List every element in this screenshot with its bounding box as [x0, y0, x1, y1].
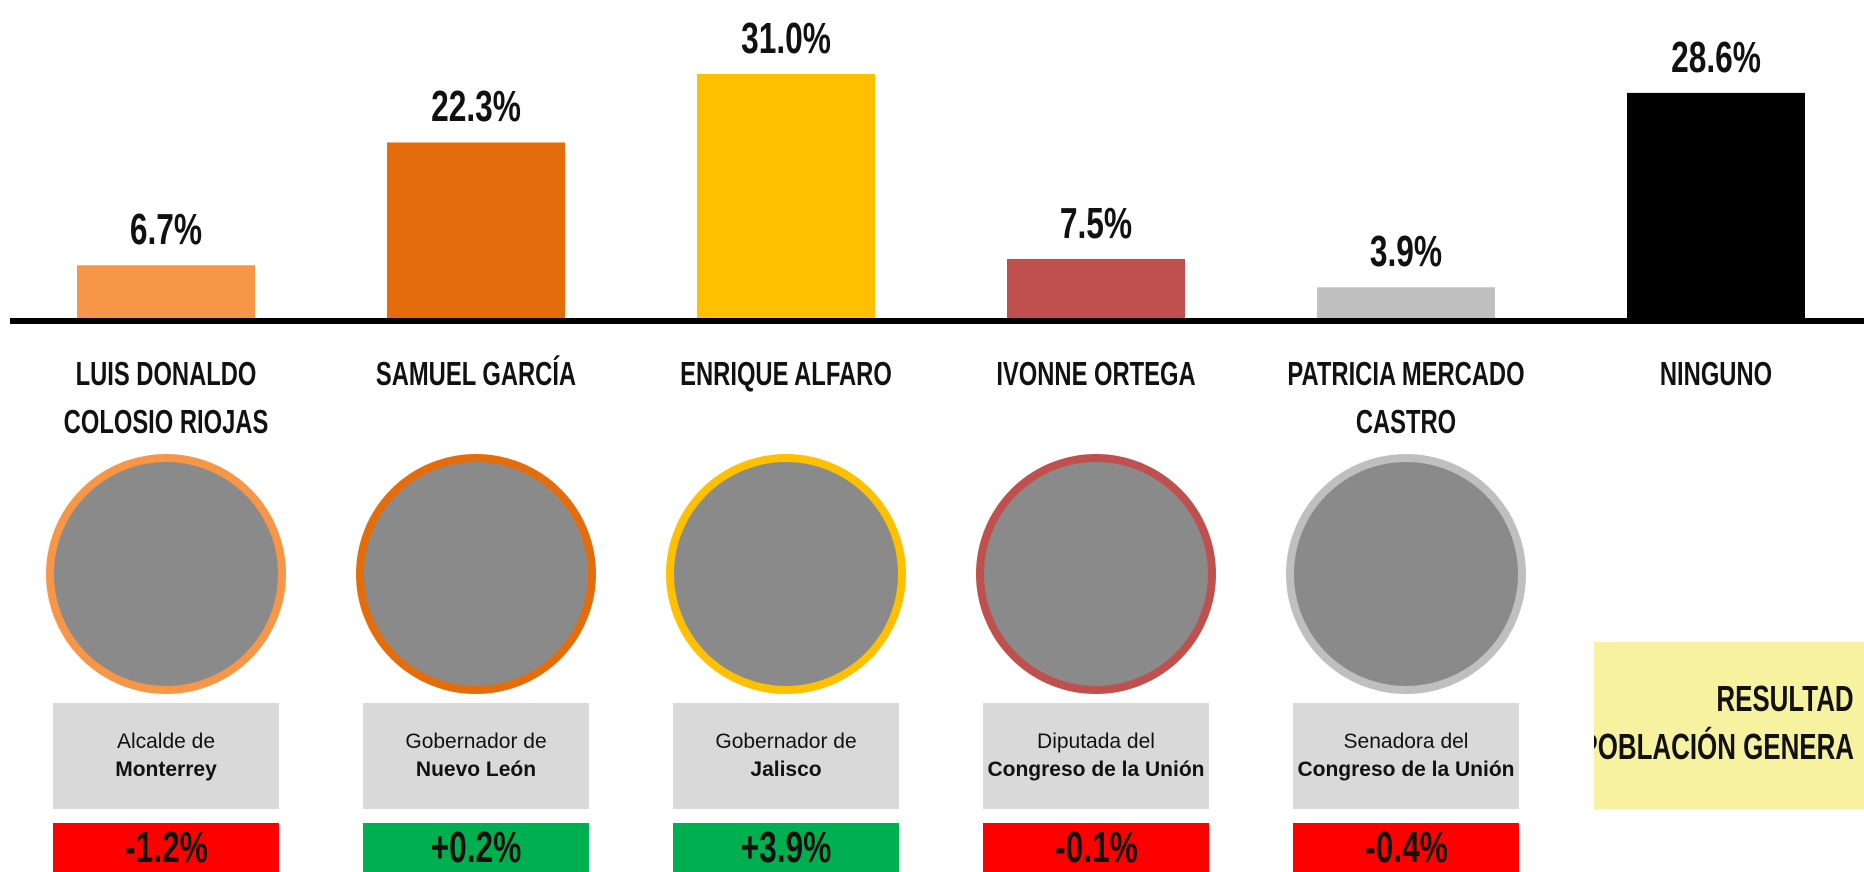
change-box: -1.2% [53, 823, 279, 872]
role-box: Gobernador de Nuevo León [363, 703, 589, 809]
category-label: IVONNE ORTEGA [996, 355, 1196, 392]
portrait [1286, 454, 1526, 694]
portrait [356, 454, 596, 694]
bar [387, 142, 565, 318]
category-label: SAMUEL GARCÍA [375, 355, 577, 392]
role-text: Alcalde de [116, 729, 216, 753]
bar [1007, 258, 1185, 318]
category-label: PATRICIA MERCADO CASTRO [1287, 355, 1525, 440]
role-text: Gobernador de [405, 729, 547, 753]
role-box: Senadora del Congreso de la Unión [1293, 703, 1519, 809]
change-label: +0.2% [430, 822, 522, 872]
category-label: ENRIQUE ALFARO [680, 355, 892, 392]
change-box: +3.9% [673, 823, 899, 872]
bar [697, 74, 875, 318]
role-text: Senadora del [1343, 729, 1469, 753]
portrait [46, 454, 286, 694]
change-box: +0.2% [363, 823, 589, 872]
value-label: 6.7% [129, 205, 203, 255]
role-box: Diputada del Congreso de la Unión [983, 703, 1209, 809]
value-label: 7.5% [1059, 198, 1133, 248]
value-label: 28.6% [1671, 32, 1761, 82]
change-label: +3.9% [740, 822, 832, 872]
value-label: 31.0% [741, 14, 831, 63]
role-text: Diputada del [1037, 729, 1155, 753]
category-label: NINGUNO [1659, 355, 1773, 392]
role-box: Gobernador de Jalisco [673, 703, 899, 809]
role-place: Monterrey [115, 758, 217, 781]
role-place: Jalisco [750, 758, 822, 781]
role-text: Gobernador de [715, 729, 857, 753]
value-label: 3.9% [1369, 227, 1443, 277]
bar [77, 265, 255, 318]
change-box: -0.4% [1293, 823, 1519, 872]
change-label: -1.2% [124, 822, 208, 872]
note-line: RESULTAD [1716, 678, 1854, 719]
results-note: RESULTAD POBLACIÓN GENERA [1594, 642, 1864, 809]
change-label: -0.1% [1054, 822, 1138, 872]
bar [1627, 92, 1805, 318]
value-label: 22.3% [431, 82, 521, 132]
note-line: POBLACIÓN GENERA [1594, 726, 1854, 767]
change-label: -0.4% [1364, 822, 1448, 872]
category-label: LUIS DONALDO COLOSIO RIOJAS [63, 355, 269, 440]
role-place: Congreso de la Unión [987, 758, 1205, 781]
portrait [976, 454, 1216, 694]
change-box: -0.1% [983, 823, 1209, 872]
role-box: Alcalde de Monterrey [53, 703, 279, 809]
bar [1317, 287, 1495, 318]
role-place: Congreso de la Unión [1297, 758, 1515, 781]
role-place: Nuevo León [415, 758, 537, 781]
portrait [666, 454, 906, 694]
